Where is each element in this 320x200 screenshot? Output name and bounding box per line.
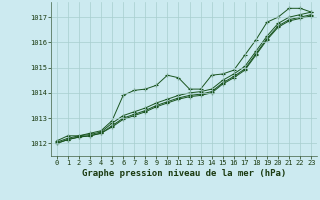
X-axis label: Graphe pression niveau de la mer (hPa): Graphe pression niveau de la mer (hPa) — [82, 169, 286, 178]
